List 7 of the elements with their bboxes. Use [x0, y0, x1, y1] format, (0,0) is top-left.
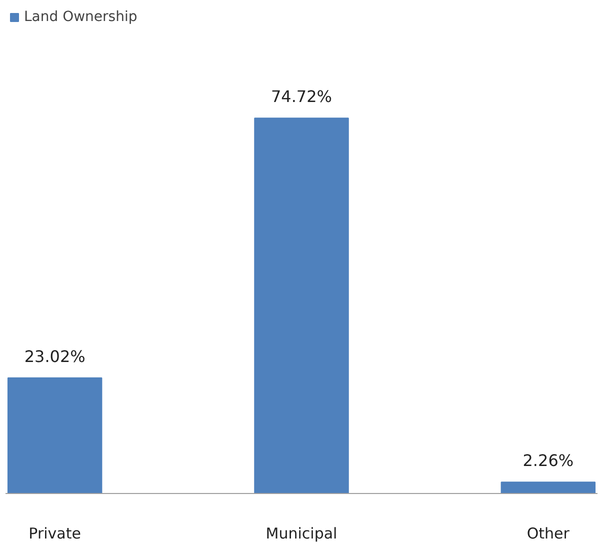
data-label: 74.72% [270, 87, 332, 106]
legend-label: Land Ownership [24, 9, 138, 25]
data-label: 23.02% [24, 346, 86, 366]
x-tick-label: Other [526, 524, 570, 542]
data-label: 2.26% [522, 451, 574, 470]
x-tick-label: Municipal [266, 524, 338, 542]
x-tick-label: Private [28, 524, 81, 542]
